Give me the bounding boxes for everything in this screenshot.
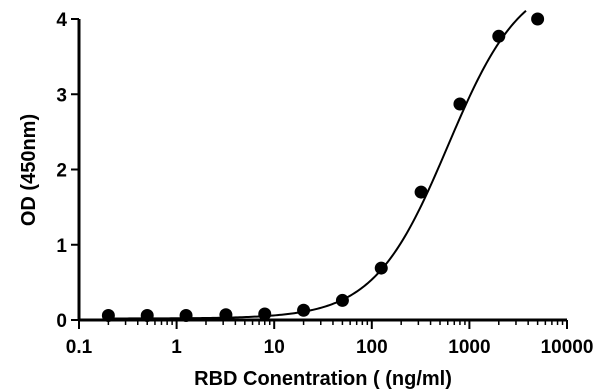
data-point — [219, 308, 233, 322]
y-tick-label: 3 — [56, 85, 67, 106]
y-tick-label: 4 — [56, 10, 67, 31]
y-tick-label: 1 — [56, 236, 67, 257]
x-tick-label: 100 — [356, 337, 388, 358]
data-point — [414, 185, 428, 199]
data-point — [335, 293, 349, 307]
data-point — [531, 12, 545, 26]
data-point — [374, 261, 388, 275]
y-axis-label: OD (450nm) — [18, 114, 40, 226]
x-tick-label: 10000 — [541, 337, 594, 358]
data-point — [492, 29, 506, 43]
data-points-layer — [101, 12, 545, 322]
x-tick-label: 10 — [264, 337, 285, 358]
data-point — [258, 307, 272, 321]
fit-curve-layer — [108, 9, 527, 320]
data-point — [453, 97, 467, 111]
ticks-layer: 0 1 2 3 4 0.1 1 10 100 1000 10000 — [56, 10, 593, 358]
x-axis-label: RBD Conentration ( (ng/ml) — [194, 368, 452, 390]
axes-layer — [77, 19, 567, 322]
x-tick-label: 0.1 — [66, 337, 93, 358]
data-point — [297, 303, 311, 317]
fit-curve — [108, 9, 527, 320]
y-tick-label: 0 — [56, 311, 67, 332]
x-tick-label: 1 — [171, 337, 182, 358]
y-tick-label: 2 — [56, 161, 67, 182]
x-tick-label: 1000 — [448, 337, 490, 358]
